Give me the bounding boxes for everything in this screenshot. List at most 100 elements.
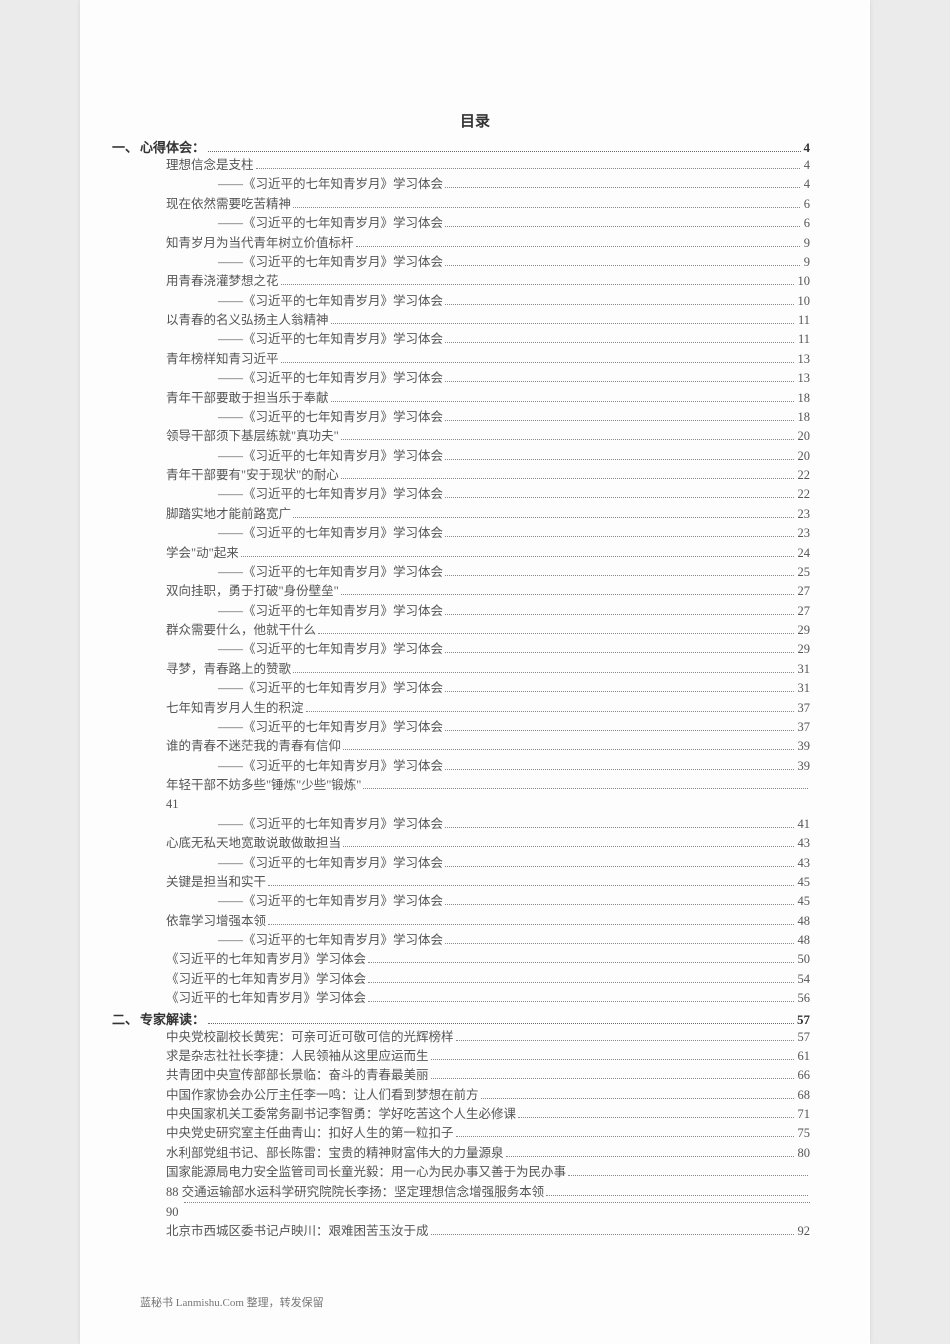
- leader-dots: [445, 304, 793, 305]
- toc-label: 脚踏实地才能前路宽广: [166, 505, 291, 524]
- toc-page: 68: [796, 1086, 811, 1105]
- toc-page: 4: [802, 175, 810, 194]
- toc-label: 理想信念是支柱: [166, 156, 254, 175]
- toc-entry: 群众需要什么，他就干什么29: [140, 621, 810, 640]
- toc-entry: 关键是担当和实干45: [140, 873, 810, 892]
- leader-dots: [445, 459, 793, 460]
- leader-dots: [318, 633, 793, 634]
- toc-label: 心底无私天地宽敢说敢做敢担当: [166, 834, 341, 853]
- toc-page: 27: [796, 582, 811, 601]
- toc-label: ——《习近平的七年知青岁月》学习体会: [218, 892, 443, 911]
- leader-dots: [331, 401, 794, 402]
- toc-section-1: 理想信念是支柱4——《习近平的七年知青岁月》学习体会4现在依然需要吃苦精神6——…: [140, 156, 810, 795]
- toc-label: 求是杂志社社长李捷：人民领袖从这里应运而生: [166, 1047, 429, 1066]
- toc-page: 31: [796, 679, 811, 698]
- toc-entry: 《习近平的七年知青岁月》学习体会50: [140, 950, 810, 969]
- toc-entry: 领导干部须下基层练就"真功夫"20: [140, 427, 810, 446]
- toc-entry: ——《习近平的七年知青岁月》学习体会37: [140, 718, 810, 737]
- leader-dots: [445, 536, 793, 537]
- leader-dots: [518, 1117, 793, 1118]
- toc-page: 13: [796, 350, 811, 369]
- leader-dots: [445, 420, 793, 421]
- leader-dots: [281, 362, 794, 363]
- toc-entry: 双向挂职，勇于打破"身份壁垒" 27: [140, 582, 810, 601]
- leader-dots: [445, 943, 793, 944]
- toc-label: ——《习近平的七年知青岁月》学习体会: [218, 214, 443, 233]
- toc-label: 用青春浇灌梦想之花: [166, 272, 279, 291]
- toc-page: 23: [796, 505, 811, 524]
- toc-label: 中国作家协会办公厅主任李一鸣：让人们看到梦想在前方: [166, 1086, 479, 1105]
- toc-entry: 依靠学习增强本领48: [140, 912, 810, 931]
- leader-dots: [368, 962, 793, 963]
- toc-entry: ——《习近平的七年知青岁月》学习体会31: [140, 679, 810, 698]
- toc-entry: 青年干部要敢于担当乐于奉献18: [140, 389, 810, 408]
- toc-entry: 心底无私天地宽敢说敢做敢担当 43: [140, 834, 810, 853]
- toc-page: 66: [796, 1066, 811, 1085]
- toc-page: 57: [796, 1028, 811, 1047]
- toc-label: ——《习近平的七年知青岁月》学习体会: [218, 563, 443, 582]
- toc-page: 92: [796, 1222, 811, 1241]
- toc-entry: ——《习近平的七年知青岁月》学习体会43: [140, 854, 810, 873]
- toc-entry: 中央党史研究室主任曲青山：扣好人生的第一粒扣子 75: [140, 1124, 810, 1143]
- toc-entry: ——《习近平的七年知青岁月》学习体会39: [140, 757, 810, 776]
- toc-label: ——《习近平的七年知青岁月》学习体会: [218, 485, 443, 504]
- leader-dots: [431, 1059, 794, 1060]
- toc-page: 43: [796, 834, 811, 853]
- leader-dots: [363, 788, 808, 789]
- toc-page: 23: [796, 524, 811, 543]
- toc-entry: 年轻干部不妨多些"锤炼"少些"锻炼": [140, 776, 810, 795]
- leader-dots: [445, 187, 800, 188]
- leader-dots: [331, 323, 794, 324]
- leader-dots: [341, 439, 794, 440]
- toc-page: 9: [802, 253, 810, 272]
- toc-entry: ——《习近平的七年知青岁月》学习体会 4: [140, 175, 810, 194]
- toc-label: 学会"动"起来: [166, 544, 239, 563]
- toc-label: 《习近平的七年知青岁月》学习体会: [166, 970, 366, 989]
- leader-dots: [445, 381, 793, 382]
- toc-label: ——《习近平的七年知青岁月》学习体会: [218, 602, 443, 621]
- leader-dots: [456, 1136, 794, 1137]
- toc-entry: 学会"动"起来24: [140, 544, 810, 563]
- toc-title: 目录: [140, 110, 810, 131]
- leader-dots: [341, 594, 794, 595]
- section-num: 二、: [112, 1009, 140, 1028]
- toc-page: 37: [796, 718, 811, 737]
- section-label: 心得体会：: [140, 137, 205, 156]
- toc-entry: 谁的青春不迷茫我的青春有信仰39: [140, 737, 810, 756]
- toc-page: 61: [796, 1047, 811, 1066]
- toc-page: 39: [796, 757, 811, 776]
- toc-section-2b: 北京市西城区委书记卢映川：艰难困苦玉汝于成92: [140, 1222, 810, 1241]
- toc-entry: 共青团中央宣传部部长景临：奋斗的青春最美丽66: [140, 1066, 810, 1085]
- toc-entry: ——《习近平的七年知青岁月》学习体会13: [140, 369, 810, 388]
- leader-dots: [445, 652, 793, 653]
- toc-page: 80: [796, 1144, 811, 1163]
- toc-entry: ——《习近平的七年知青岁月》学习体会6: [140, 214, 810, 233]
- toc-entry: ——《习近平的七年知青岁月》学习体会 27: [140, 602, 810, 621]
- toc-entry: 以青春的名义弘扬主人翁精神11: [140, 311, 810, 330]
- toc-page: 9: [802, 234, 810, 253]
- leader-dots: [506, 1156, 794, 1157]
- section-1-heading: 一、 心得体会： 4: [112, 137, 810, 156]
- toc-label: ——《习近平的七年知青岁月》学习体会: [218, 524, 443, 543]
- toc-page: 27: [796, 602, 811, 621]
- toc-label: 双向挂职，勇于打破"身份壁垒": [166, 582, 339, 601]
- toc-label: 中央党史研究室主任曲青山：扣好人生的第一粒扣子: [166, 1124, 454, 1143]
- toc-label: 领导干部须下基层练就"真功夫": [166, 427, 339, 446]
- toc-label: 国家能源局电力安全监管司司长童光毅：用一心为民办事又善于为民办事: [166, 1163, 566, 1182]
- toc-entry: 北京市西城区委书记卢映川：艰难困苦玉汝于成92: [140, 1222, 810, 1241]
- toc-label: 七年知青岁月人生的积淀: [166, 699, 304, 718]
- leader-dots: [268, 924, 793, 925]
- toc-label: 依靠学习增强本领: [166, 912, 266, 931]
- toc-label: ——《习近平的七年知青岁月》学习体会: [218, 175, 443, 194]
- toc-label: 知青岁月为当代青年树立价值标杆: [166, 234, 354, 253]
- toc-label: 《习近平的七年知青岁月》学习体会: [166, 950, 366, 969]
- toc-label: ——《习近平的七年知青岁月》学习体会: [218, 408, 443, 427]
- section-num: 一、: [112, 137, 140, 156]
- leader-dots: [431, 1078, 794, 1079]
- toc-entry: ——《习近平的七年知青岁月》学习体会11: [140, 330, 810, 349]
- toc-page: 75: [796, 1124, 811, 1143]
- toc-label: 青年干部要敢于担当乐于奉献: [166, 389, 329, 408]
- toc-label: ——《习近平的七年知青岁月》学习体会: [218, 253, 443, 272]
- toc-label: 青年榜样知青习近平: [166, 350, 279, 369]
- leader-dots: [546, 1195, 808, 1196]
